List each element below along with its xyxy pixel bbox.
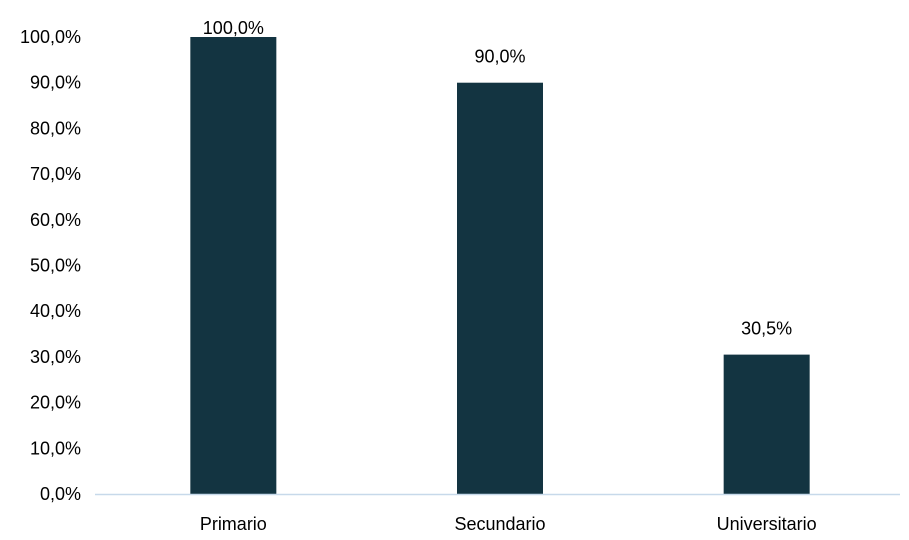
x-tick-label: Primario [200,514,267,534]
x-axis-tick-labels: Primario Secundario Universitario [200,514,817,534]
y-tick-label: 70,0% [30,164,81,184]
bars [190,37,810,494]
data-label: 100,0% [203,18,264,38]
y-tick-label: 60,0% [30,210,81,230]
bar-primario [190,37,277,494]
bar-universitario [723,354,810,494]
data-label: 30,5% [741,319,792,339]
y-tick-label: 0,0% [40,484,81,504]
data-label: 90,0% [474,47,525,67]
bar-secundario [457,82,543,494]
y-tick-label: 40,0% [30,301,81,321]
x-tick-label: Universitario [717,514,817,534]
y-tick-label: 10,0% [30,438,81,458]
y-axis-tick-labels: 0,0% 10,0% 20,0% 30,0% 40,0% 50,0% 60,0% 70,0% 8… [20,27,81,504]
y-tick-label: 20,0% [30,393,81,413]
y-tick-label: 90,0% [30,73,81,93]
y-tick-label: 50,0% [30,256,81,276]
y-tick-label: 100,0% [20,27,81,47]
y-tick-label: 80,0% [30,118,81,138]
y-tick-label: 30,0% [30,347,81,367]
data-labels: 100,0% 90,0% 30,5% [203,18,792,339]
x-tick-label: Secundario [454,514,545,534]
